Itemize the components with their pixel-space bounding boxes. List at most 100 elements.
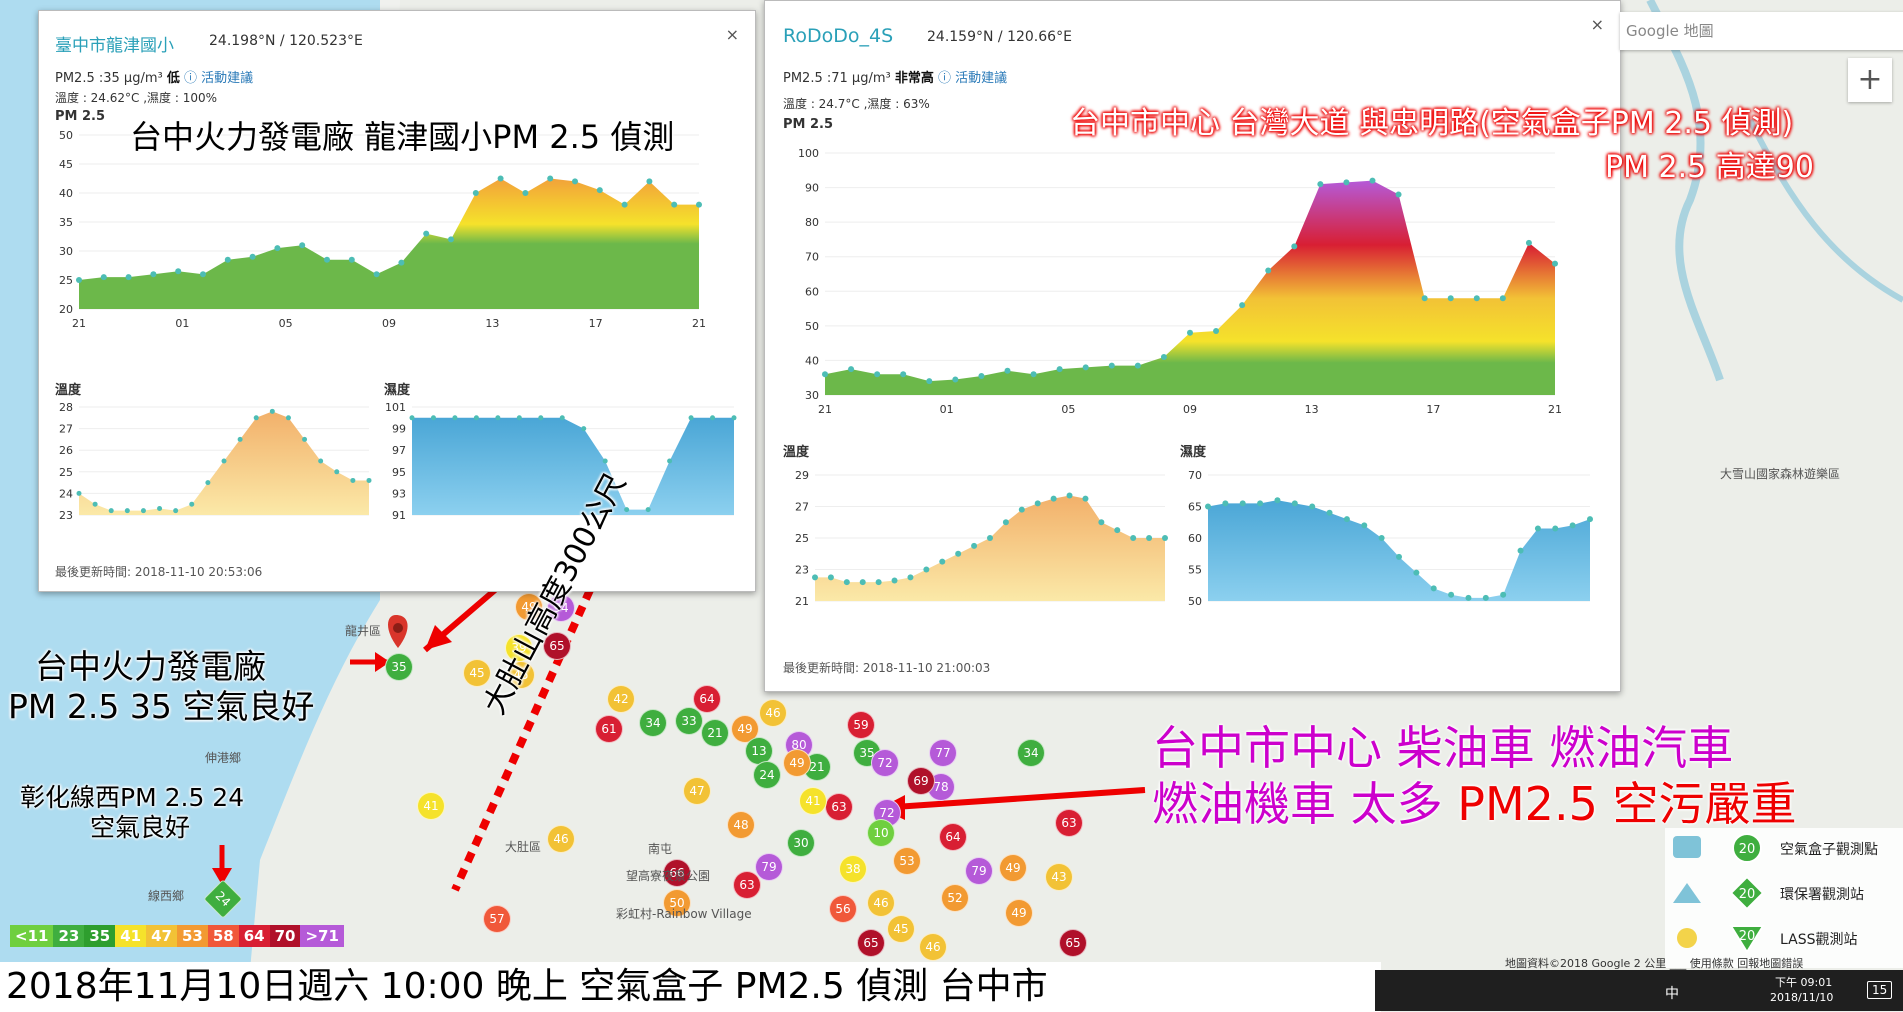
data-point bbox=[624, 507, 630, 513]
place-label: 伸港鄉 bbox=[205, 751, 242, 765]
map-attribution[interactable]: 地圖資料©2018 Google 2 公里 ___ 使用條款 回報地圖錯誤 bbox=[1505, 957, 1804, 970]
data-point bbox=[1482, 594, 1489, 601]
airbox-marker[interactable]: 63 bbox=[825, 793, 853, 821]
activity-link[interactable]: 活動建議 bbox=[201, 71, 254, 86]
data-point bbox=[559, 415, 565, 421]
map-area[interactable]: 35 24 49 94 39 45 45 65 42 61 34 33 64 21 47 41 57 46 46 80… bbox=[0, 0, 1903, 970]
data-point bbox=[1369, 177, 1376, 184]
data-point bbox=[827, 574, 834, 581]
airbox-marker[interactable]: 56 bbox=[829, 895, 857, 923]
clock-date[interactable]: 2018/11/10 bbox=[1770, 991, 1834, 1004]
airbox-marker[interactable]: 63 bbox=[733, 871, 761, 899]
airbox-marker[interactable]: 47 bbox=[683, 777, 711, 805]
airbox-marker[interactable]: 66 bbox=[663, 859, 691, 887]
airbox-marker[interactable]: 72 bbox=[871, 749, 899, 777]
airbox-marker[interactable]: 46 bbox=[547, 825, 575, 853]
airbox-marker[interactable]: 49 bbox=[783, 749, 811, 777]
airbox-marker[interactable]: 21 bbox=[701, 719, 729, 747]
data-point bbox=[472, 190, 479, 196]
pm-reading: PM2.5 :35 μg/m³ 低 ⓘ 活動建議 bbox=[55, 67, 253, 86]
airbox-marker[interactable]: 45 bbox=[507, 661, 535, 689]
data-point bbox=[205, 480, 211, 486]
data-point bbox=[366, 477, 372, 483]
airbox-marker[interactable]: 52 bbox=[941, 884, 969, 912]
y-tick-label: 25 bbox=[59, 274, 73, 287]
airbox-marker[interactable]: 49 bbox=[731, 715, 759, 743]
data-point bbox=[1056, 366, 1063, 373]
airbox-marker[interactable]: 38 bbox=[839, 855, 867, 883]
airbox-marker[interactable]: 64 bbox=[693, 685, 721, 713]
airbox-marker[interactable]: 79 bbox=[965, 857, 993, 885]
data-point bbox=[495, 415, 501, 421]
notification-icon[interactable]: 15 bbox=[1867, 981, 1893, 999]
airbox-marker[interactable]: 10 bbox=[867, 819, 895, 847]
airbox-marker[interactable]: 34 bbox=[1017, 739, 1045, 767]
data-point bbox=[1134, 362, 1141, 369]
data-point bbox=[448, 236, 454, 243]
airbox-marker[interactable]: 34 bbox=[639, 709, 667, 737]
airbox-marker[interactable]: 79 bbox=[755, 853, 783, 881]
legend-swatch: 64 bbox=[238, 925, 270, 947]
airbox-marker[interactable]: 65 bbox=[857, 929, 885, 957]
airbox-marker[interactable]: 49 bbox=[999, 854, 1027, 882]
airbox-marker[interactable]: 42 bbox=[607, 685, 635, 713]
close-icon[interactable]: × bbox=[1590, 15, 1604, 34]
airbox-marker[interactable]: 46 bbox=[867, 889, 895, 917]
data-point bbox=[522, 190, 529, 196]
airbox-marker[interactable]: 57 bbox=[483, 905, 511, 933]
zoom-in-button[interactable]: + bbox=[1848, 58, 1892, 102]
activity-link[interactable]: 活動建議 bbox=[955, 71, 1008, 86]
data-point bbox=[124, 508, 130, 514]
airbox-marker[interactable]: 69 bbox=[907, 767, 935, 795]
airbox-marker[interactable]: 45 bbox=[463, 659, 491, 687]
pm-level: 非常高 bbox=[894, 71, 934, 86]
airbox-marker[interactable]: 49 bbox=[515, 593, 543, 621]
airbox-marker[interactable]: 63 bbox=[1055, 809, 1083, 837]
airbox-marker[interactable]: 65 bbox=[543, 632, 571, 660]
airbox-marker[interactable]: 49 bbox=[1005, 899, 1033, 927]
data-point bbox=[1569, 522, 1576, 529]
data-point bbox=[731, 415, 737, 421]
ime-indicator[interactable]: 中 bbox=[1665, 986, 1679, 1002]
airbox-marker[interactable]: 64 bbox=[939, 823, 967, 851]
data-point bbox=[100, 274, 107, 281]
airbox-marker[interactable]: 33 bbox=[675, 707, 703, 735]
area-fill bbox=[1208, 500, 1590, 601]
airbox-marker[interactable]: 43 bbox=[1045, 863, 1073, 891]
data-point bbox=[646, 178, 653, 185]
airbox-marker[interactable]: 77 bbox=[929, 739, 957, 767]
airbox-marker[interactable]: 46 bbox=[759, 699, 787, 727]
airbox-marker[interactable]: 41 bbox=[799, 787, 827, 815]
data-point bbox=[581, 426, 587, 432]
airbox-marker[interactable]: 41 bbox=[417, 792, 445, 820]
airbox-marker[interactable]: 35 bbox=[385, 653, 413, 681]
data-point bbox=[249, 253, 256, 260]
bottom-caption: 2018年11月10日週六 10:00 晚上 空氣盒子 PM2.5 偵測 台中市 bbox=[0, 962, 1381, 1012]
humid-chart-label: 濕度 bbox=[1180, 445, 1207, 460]
airbox-marker[interactable]: 45 bbox=[887, 915, 915, 943]
airbox-marker[interactable]: 61 bbox=[595, 715, 623, 743]
airbox-marker[interactable]: 30 bbox=[787, 829, 815, 857]
airbox-marker[interactable]: 72 bbox=[873, 799, 901, 827]
data-point bbox=[1187, 329, 1193, 336]
close-icon[interactable]: × bbox=[725, 25, 739, 44]
airbox-marker[interactable]: 24 bbox=[753, 761, 781, 789]
map-search-input[interactable]: Google 地圖 bbox=[1620, 12, 1903, 50]
data-point bbox=[452, 415, 458, 421]
airbox-marker[interactable]: 48 bbox=[727, 811, 755, 839]
data-point bbox=[1291, 243, 1298, 250]
data-point bbox=[1447, 295, 1454, 302]
airbox-marker[interactable]: 46 bbox=[919, 933, 947, 961]
airbox-marker[interactable]: 53 bbox=[893, 847, 921, 875]
airbox-marker[interactable]: 50 bbox=[663, 889, 691, 917]
airbox-marker[interactable]: 13 bbox=[745, 737, 773, 765]
airbox-marker[interactable]: 65 bbox=[1059, 929, 1087, 957]
data-point bbox=[348, 256, 355, 263]
airbox-marker[interactable]: 94 bbox=[547, 594, 575, 622]
y-tick-label: 70 bbox=[1188, 469, 1202, 482]
data-point bbox=[224, 256, 231, 263]
data-point bbox=[1587, 516, 1593, 523]
airbox-marker[interactable]: 59 bbox=[847, 711, 875, 739]
caption-city-2a: 燃油機車 太多 bbox=[1152, 777, 1443, 831]
clock-time[interactable]: 下午 09:01 bbox=[1775, 976, 1833, 989]
